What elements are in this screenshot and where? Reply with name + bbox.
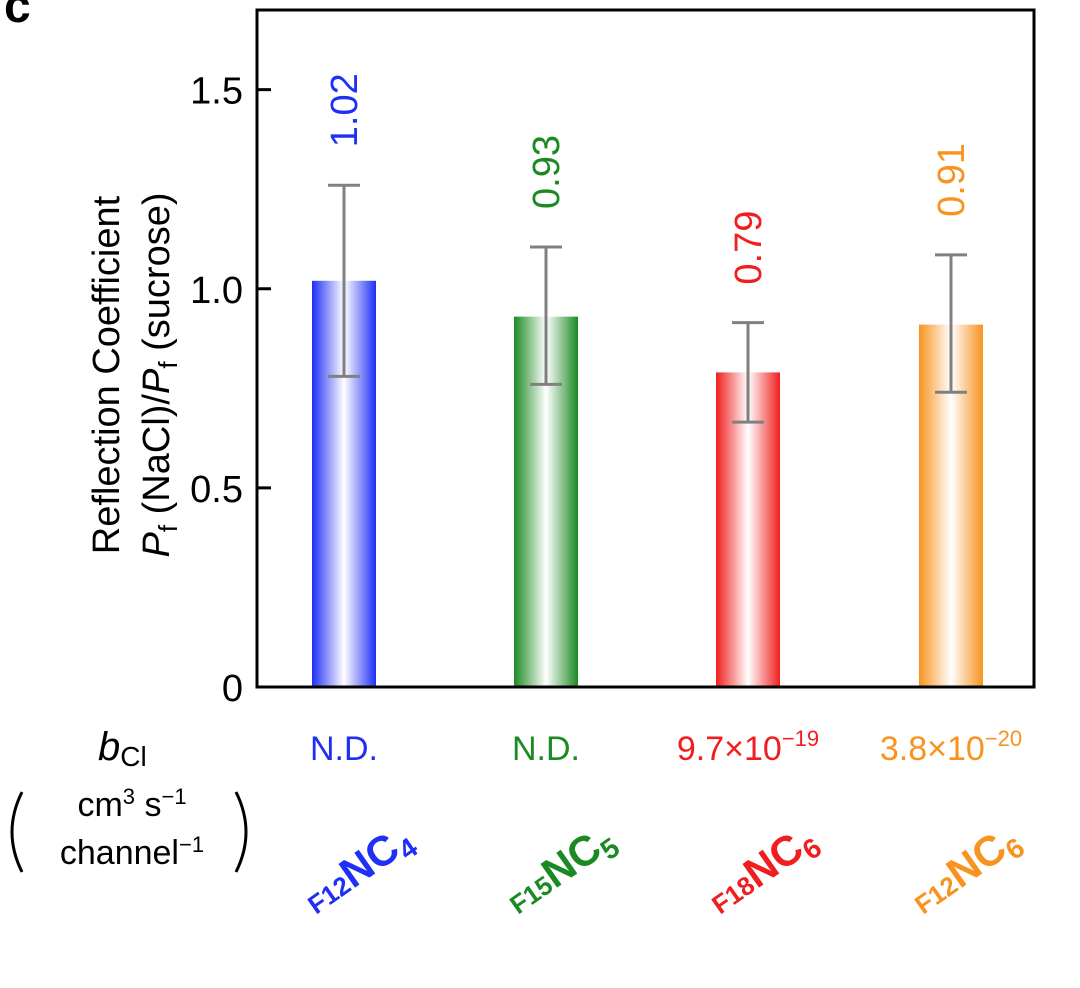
compound-name: F15NC5	[496, 814, 625, 926]
y-axis-title: Reflection Coefficient Pf (NaCl)/Pf (suc…	[86, 193, 183, 558]
units-line1: cm3 s−1	[77, 784, 186, 824]
bar-value-label: 0.93	[526, 135, 568, 209]
y-axis: 0 0.5 1.0 1.5	[190, 71, 271, 710]
panel-label: c	[4, 0, 31, 33]
bar-value-label: 0.91	[931, 143, 973, 217]
left-paren	[10, 791, 24, 873]
bar	[716, 372, 780, 687]
x-labels: N.D. F12NC4 N.D. F15NC5 9.7×10−19 F18NC6 3.8×1…	[294, 726, 1030, 926]
bcl-value: N.D.	[310, 730, 378, 768]
y-tick-label: 1.0	[190, 270, 243, 312]
right-paren	[234, 791, 248, 873]
y-tick-label: 1.5	[190, 71, 243, 113]
bcl-value: 9.7×10−19	[677, 726, 819, 768]
plot-frame	[255, 8, 1036, 689]
bar-value-label: 0.79	[728, 211, 770, 285]
y-tick-label: 0.5	[190, 469, 243, 511]
compound-name: F12NC6	[901, 814, 1030, 926]
units-line2: channel−1	[60, 832, 204, 872]
y-axis-title-line2: Pf (NaCl)/Pf (sucrose)	[136, 193, 183, 558]
bcl-value: N.D.	[512, 730, 580, 768]
bcl-row-label: bCl	[98, 725, 147, 772]
y-tick-label: 0	[222, 668, 243, 710]
bcl-value: 3.8×10−20	[880, 726, 1022, 768]
compound-name: F12NC4	[294, 814, 423, 926]
compound-name: F18NC6	[698, 814, 827, 926]
units-label: cm3 s−1 channel−1	[10, 784, 248, 873]
bars: 1.02 0.93 0.79 0.91	[312, 73, 983, 687]
y-axis-title-line1: Reflection Coefficient	[86, 195, 128, 554]
bar-value-label: 1.02	[324, 73, 366, 147]
